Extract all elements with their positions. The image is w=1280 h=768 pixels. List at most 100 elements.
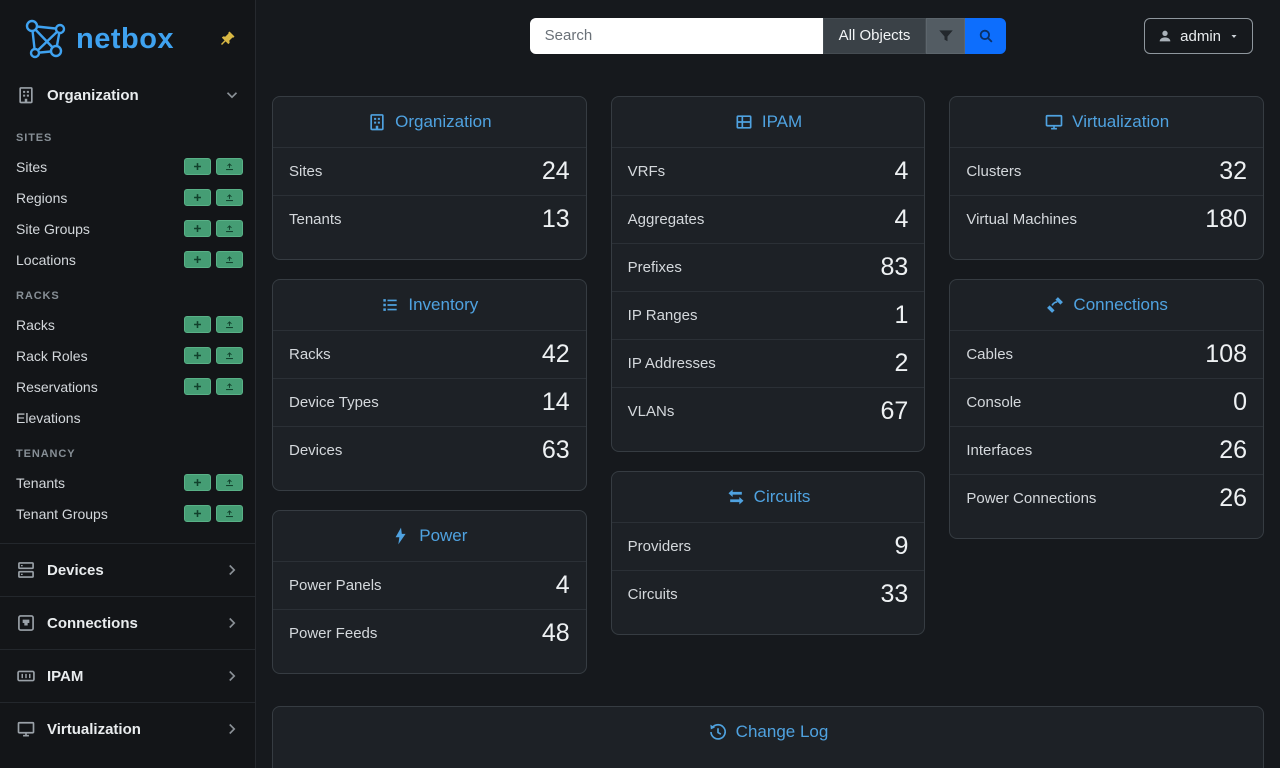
stat-label[interactable]: Cables bbox=[966, 346, 1014, 363]
sidebar-link-racks[interactable]: Racks bbox=[16, 316, 55, 333]
sidebar-section-virtualization[interactable]: Virtualization bbox=[0, 702, 255, 755]
stat-label[interactable]: Sites bbox=[289, 163, 323, 180]
import-button[interactable] bbox=[216, 378, 243, 395]
stat-label[interactable]: Power Panels bbox=[289, 577, 382, 594]
plus-icon bbox=[192, 381, 203, 392]
sidebar-section-ipam[interactable]: IPAM bbox=[0, 649, 255, 702]
stat-value: 4 bbox=[894, 157, 909, 185]
card-title: IPAM bbox=[761, 112, 803, 131]
sidebar-section-devices[interactable]: Devices bbox=[0, 543, 255, 596]
stat-label[interactable]: Tenants bbox=[289, 211, 342, 228]
sidebar-item-racks: Racks bbox=[0, 309, 255, 340]
sidebar-link-tenant-groups[interactable]: Tenant Groups bbox=[16, 505, 108, 522]
dashboard-column-3: Virtualization Clusters 32 Virtual Machi… bbox=[949, 96, 1265, 674]
sidebar-link-sites[interactable]: Sites bbox=[16, 158, 48, 175]
stat-value: 33 bbox=[880, 580, 909, 608]
add-button[interactable] bbox=[184, 316, 211, 333]
connections-card-header[interactable]: Connections bbox=[950, 280, 1263, 330]
card-title: Connections bbox=[1073, 295, 1168, 314]
power-card-header[interactable]: Power bbox=[273, 511, 586, 561]
search-input[interactable] bbox=[529, 17, 823, 54]
import-button[interactable] bbox=[216, 251, 243, 268]
import-button[interactable] bbox=[216, 220, 243, 237]
dashboard-column-2: IPAM VRFs 4 Aggregates 4 Prefixes 83 IP … bbox=[610, 96, 926, 674]
stat-label[interactable]: IP Ranges bbox=[627, 307, 698, 324]
sidebar-link-tenants[interactable]: Tenants bbox=[16, 474, 66, 491]
sidebar-item-sites: Sites bbox=[0, 151, 255, 182]
stat-label[interactable]: VRFs bbox=[627, 163, 666, 180]
sidebar-link-site-groups[interactable]: Site Groups bbox=[16, 220, 90, 237]
stat-label[interactable]: Providers bbox=[627, 538, 692, 555]
search-button[interactable] bbox=[965, 17, 1007, 54]
sidebar-link-reservations[interactable]: Reservations bbox=[16, 378, 98, 395]
stat-label[interactable]: Devices bbox=[289, 442, 343, 459]
upload-icon bbox=[224, 508, 235, 519]
search-scope-button[interactable]: All Objects bbox=[822, 17, 927, 54]
add-button[interactable] bbox=[184, 505, 211, 522]
import-button[interactable] bbox=[216, 158, 243, 175]
stat-label[interactable]: Prefixes bbox=[627, 259, 682, 276]
sidebar-link-regions[interactable]: Regions bbox=[16, 189, 68, 206]
virtualization-card-header[interactable]: Virtualization bbox=[950, 97, 1263, 147]
add-button[interactable] bbox=[184, 158, 211, 175]
stat-value: 26 bbox=[1219, 484, 1248, 512]
changelog-card-header[interactable]: Change Log bbox=[273, 707, 1263, 757]
building-icon bbox=[16, 85, 36, 105]
stat-label[interactable]: Interfaces bbox=[966, 442, 1033, 459]
stat-label[interactable]: Aggregates bbox=[627, 211, 705, 228]
ipam-card-header[interactable]: IPAM bbox=[612, 97, 925, 147]
add-button[interactable] bbox=[184, 474, 211, 491]
import-button[interactable] bbox=[216, 347, 243, 364]
section-label: IPAM bbox=[47, 667, 84, 685]
upload-icon bbox=[224, 350, 235, 361]
stat-label[interactable]: IP Addresses bbox=[627, 355, 716, 372]
add-button[interactable] bbox=[184, 347, 211, 364]
stat-label[interactable]: VLANs bbox=[627, 403, 675, 420]
inventory-card-header[interactable]: Inventory bbox=[273, 280, 586, 330]
sidebar-link-elevations[interactable]: Elevations bbox=[16, 409, 81, 426]
pin-icon[interactable] bbox=[217, 29, 237, 49]
stat-row: Interfaces 26 bbox=[950, 426, 1264, 474]
stat-label[interactable]: Power Connections bbox=[966, 490, 1097, 507]
sidebar-item-site-groups: Site Groups bbox=[0, 213, 255, 244]
stat-value: 0 bbox=[1233, 388, 1248, 416]
organization-card-header[interactable]: Organization bbox=[273, 97, 586, 147]
add-button[interactable] bbox=[184, 378, 211, 395]
plus-icon bbox=[192, 350, 203, 361]
dashboard: Organization Sites 24 Tenants 13 Invento… bbox=[256, 71, 1280, 674]
upload-icon bbox=[224, 223, 235, 234]
add-button[interactable] bbox=[184, 220, 211, 237]
user-menu-button[interactable]: admin bbox=[1144, 18, 1253, 54]
ethernet-port-icon bbox=[16, 613, 36, 633]
netbox-logo-icon[interactable] bbox=[20, 15, 70, 63]
sidebar-section-organization[interactable]: Organization bbox=[0, 73, 255, 117]
stat-label[interactable]: Virtual Machines bbox=[966, 211, 1077, 228]
chevron-right-icon bbox=[223, 561, 241, 579]
sidebar-section-connections[interactable]: Connections bbox=[0, 596, 255, 649]
import-button[interactable] bbox=[216, 474, 243, 491]
plus-icon bbox=[192, 508, 203, 519]
stat-label[interactable]: Power Feeds bbox=[289, 625, 378, 642]
stat-label[interactable]: Device Types bbox=[289, 394, 379, 411]
add-button[interactable] bbox=[184, 189, 211, 206]
stat-row: Power Feeds 48 bbox=[273, 609, 586, 657]
connections-card: Connections Cables 108 Console 0 Interfa… bbox=[949, 279, 1265, 539]
stat-label[interactable]: Circuits bbox=[627, 586, 678, 603]
import-button[interactable] bbox=[216, 505, 243, 522]
stat-row: Racks 42 bbox=[273, 330, 586, 378]
add-button[interactable] bbox=[184, 251, 211, 268]
circuits-card-header[interactable]: Circuits bbox=[612, 472, 925, 522]
import-button[interactable] bbox=[216, 189, 243, 206]
changelog-section: Change Log bbox=[272, 706, 1264, 768]
stat-label[interactable]: Racks bbox=[289, 346, 331, 363]
sidebar-link-locations[interactable]: Locations bbox=[16, 251, 76, 268]
card-title: Power bbox=[419, 526, 468, 545]
filter-button[interactable] bbox=[926, 17, 966, 54]
import-button[interactable] bbox=[216, 316, 243, 333]
stat-label[interactable]: Clusters bbox=[966, 163, 1022, 180]
netbox-logo-text[interactable]: netbox bbox=[76, 22, 175, 55]
stat-label[interactable]: Console bbox=[966, 394, 1022, 411]
sidebar-link-rack-roles[interactable]: Rack Roles bbox=[16, 347, 88, 364]
dashboard-column-1: Organization Sites 24 Tenants 13 Invento… bbox=[272, 96, 587, 674]
upload-icon bbox=[224, 161, 235, 172]
